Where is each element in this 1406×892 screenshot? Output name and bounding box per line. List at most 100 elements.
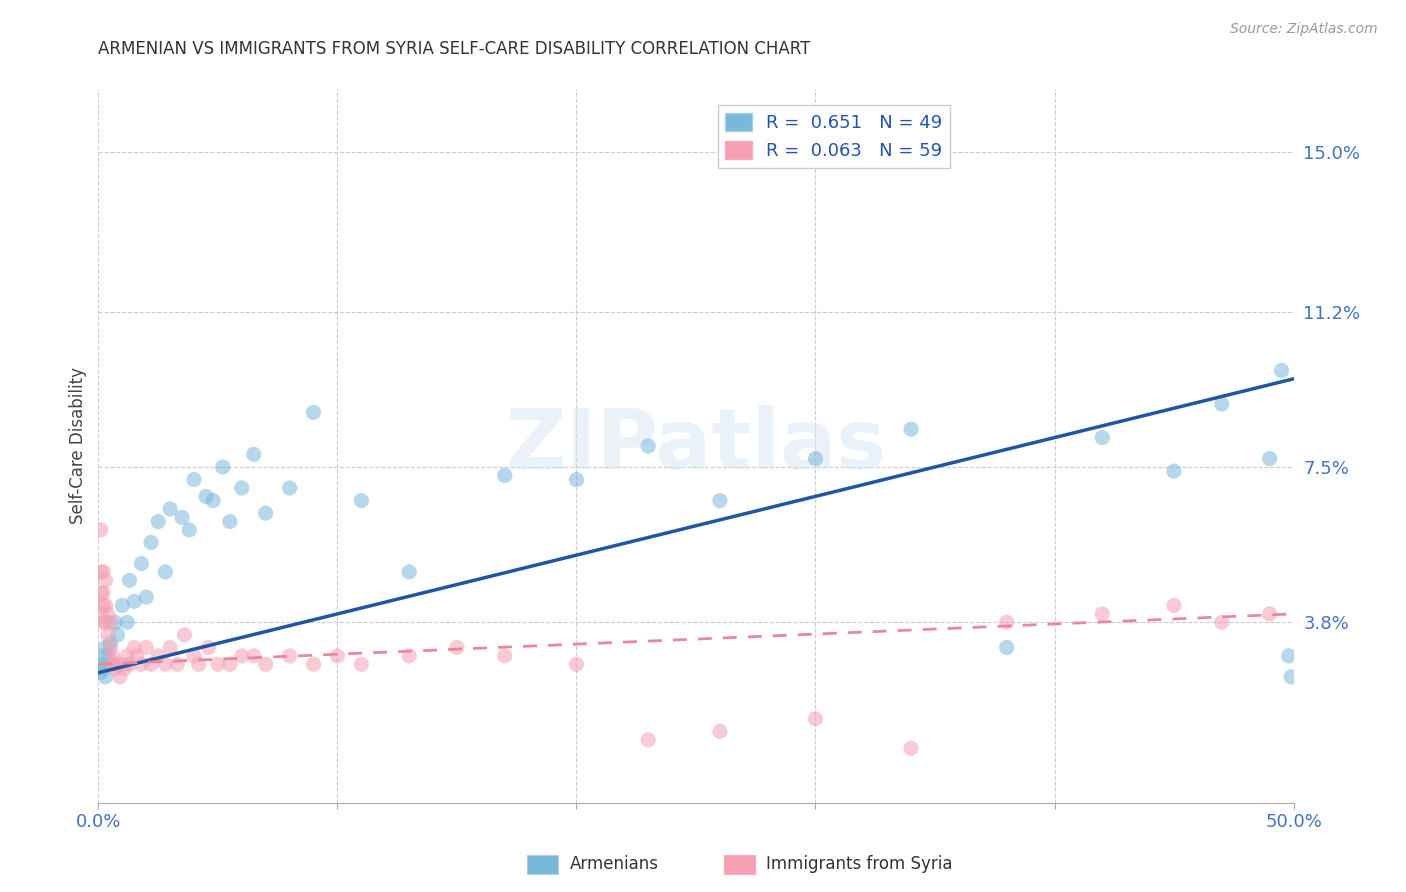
Point: [108, 670, 131, 684]
Point: [107, 628, 129, 642]
Point: [131, 657, 153, 672]
Point: [90, 665, 112, 680]
Point: [197, 640, 219, 655]
Text: Armenians: Armenians: [569, 855, 658, 873]
Point: [90, 607, 112, 621]
Point: [1211, 615, 1233, 630]
Point: [124, 640, 146, 655]
Point: [804, 451, 827, 466]
Point: [1279, 670, 1302, 684]
Point: [900, 422, 922, 436]
Point: [118, 574, 141, 588]
Point: [114, 661, 136, 675]
Point: [254, 506, 277, 520]
Point: [494, 648, 516, 663]
Point: [101, 657, 124, 672]
Text: ZIPatlas: ZIPatlas: [506, 406, 886, 486]
Point: [111, 657, 134, 672]
Point: [90, 523, 112, 537]
Point: [900, 741, 922, 756]
Point: [148, 648, 170, 663]
Point: [1163, 599, 1185, 613]
Point: [97, 648, 120, 663]
Point: [94, 599, 117, 613]
Point: [494, 468, 516, 483]
Point: [231, 481, 253, 495]
Point: [1271, 363, 1294, 377]
Point: [207, 657, 229, 672]
Point: [159, 502, 181, 516]
Point: [98, 636, 122, 650]
Point: [125, 648, 148, 663]
Point: [302, 405, 325, 419]
Point: [115, 648, 138, 663]
Point: [183, 473, 205, 487]
Point: [91, 661, 114, 675]
Point: [302, 657, 325, 672]
Point: [995, 640, 1018, 655]
Point: [155, 565, 177, 579]
Point: [94, 574, 117, 588]
Point: [159, 640, 181, 655]
Text: ARMENIAN VS IMMIGRANTS FROM SYRIA SELF-CARE DISABILITY CORRELATION CHART: ARMENIAN VS IMMIGRANTS FROM SYRIA SELF-C…: [98, 40, 811, 58]
Y-axis label: Self-Care Disability: Self-Care Disability: [69, 368, 87, 524]
Point: [139, 535, 162, 549]
Point: [166, 657, 188, 672]
Point: [1211, 397, 1233, 411]
Point: [398, 648, 420, 663]
Point: [101, 648, 124, 663]
Point: [91, 615, 114, 630]
Point: [91, 586, 114, 600]
Point: [90, 586, 112, 600]
Point: [243, 447, 266, 461]
Point: [565, 473, 588, 487]
Point: [278, 648, 301, 663]
Point: [254, 657, 277, 672]
Point: [202, 493, 225, 508]
Text: Immigrants from Syria: Immigrants from Syria: [766, 855, 953, 873]
Point: [97, 628, 120, 642]
Point: [565, 657, 588, 672]
Point: [131, 557, 153, 571]
Point: [97, 607, 120, 621]
Point: [148, 515, 170, 529]
Point: [98, 615, 122, 630]
Point: [172, 510, 194, 524]
Point: [90, 657, 112, 672]
Point: [278, 481, 301, 495]
Point: [219, 515, 242, 529]
Point: [709, 724, 731, 739]
Point: [1091, 431, 1114, 445]
Point: [135, 590, 157, 604]
Point: [91, 648, 114, 663]
Point: [350, 657, 373, 672]
Point: [94, 670, 117, 684]
Point: [995, 615, 1018, 630]
Point: [187, 657, 209, 672]
Point: [637, 732, 659, 747]
Point: [231, 648, 253, 663]
Point: [183, 648, 205, 663]
Point: [1258, 451, 1281, 466]
Point: [219, 657, 242, 672]
Legend: R =  0.651   N = 49, R =  0.063   N = 59: R = 0.651 N = 49, R = 0.063 N = 59: [717, 105, 950, 168]
Point: [135, 640, 157, 655]
Point: [211, 460, 233, 475]
Point: [94, 640, 117, 655]
Point: [91, 565, 114, 579]
Point: [104, 615, 127, 630]
Point: [115, 615, 138, 630]
Point: [194, 489, 217, 503]
Point: [446, 640, 468, 655]
Point: [90, 565, 112, 579]
Point: [243, 648, 266, 663]
Point: [637, 439, 659, 453]
Point: [139, 657, 162, 672]
Point: [104, 661, 127, 675]
Point: [124, 594, 146, 608]
Point: [709, 493, 731, 508]
Point: [398, 565, 420, 579]
Point: [173, 628, 195, 642]
Point: [91, 599, 114, 613]
Point: [98, 640, 122, 655]
